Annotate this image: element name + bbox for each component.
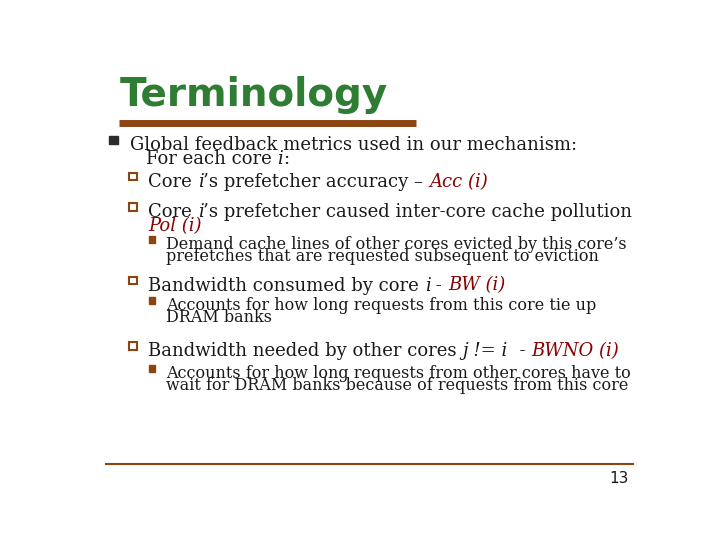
Bar (109, 136, 117, 144)
Text: -: - (431, 276, 448, 294)
Text: BW (i): BW (i) (448, 276, 505, 294)
Bar (129, 204, 137, 211)
Text: ’s prefetcher accuracy –: ’s prefetcher accuracy – (203, 173, 429, 191)
Bar (129, 173, 137, 180)
Text: i: i (277, 150, 283, 168)
Text: Bandwidth needed by other cores: Bandwidth needed by other cores (148, 342, 462, 360)
Text: 13: 13 (609, 470, 629, 485)
Text: DRAM banks: DRAM banks (166, 309, 272, 326)
Text: prefetches that are requested subsequent to eviction: prefetches that are requested subsequent… (166, 248, 599, 265)
Text: -: - (508, 342, 531, 360)
Bar (148, 235, 156, 242)
Bar (148, 297, 156, 304)
Text: Accounts for how long requests from other cores have to: Accounts for how long requests from othe… (166, 365, 631, 382)
Text: Terminology: Terminology (120, 76, 387, 114)
Text: Demand cache lines of other cores evicted by this core’s: Demand cache lines of other cores evicte… (166, 236, 626, 253)
Text: Accounts for how long requests from this core tie up: Accounts for how long requests from this… (166, 298, 596, 314)
Bar (129, 276, 137, 284)
Text: For each core: For each core (145, 150, 277, 168)
Text: Acc (i): Acc (i) (429, 173, 487, 191)
Text: j != i: j != i (462, 342, 508, 360)
Text: i: i (197, 204, 203, 221)
Text: i: i (197, 173, 203, 191)
Text: :: : (283, 150, 289, 168)
Text: wait for DRAM banks because of requests from this core: wait for DRAM banks because of requests … (166, 377, 629, 394)
Text: Core: Core (148, 204, 197, 221)
Text: i: i (425, 276, 431, 294)
Text: Core: Core (148, 173, 197, 191)
Bar (148, 365, 156, 372)
Text: Pol (i): Pol (i) (148, 217, 202, 235)
Text: Global feedback metrics used in our mechanism:: Global feedback metrics used in our mech… (130, 137, 577, 154)
Text: BWNO (i): BWNO (i) (531, 342, 618, 360)
Text: Bandwidth consumed by core: Bandwidth consumed by core (148, 276, 425, 294)
Text: ’s prefetcher caused inter-core cache pollution: ’s prefetcher caused inter-core cache po… (203, 204, 632, 221)
Bar (129, 342, 137, 350)
